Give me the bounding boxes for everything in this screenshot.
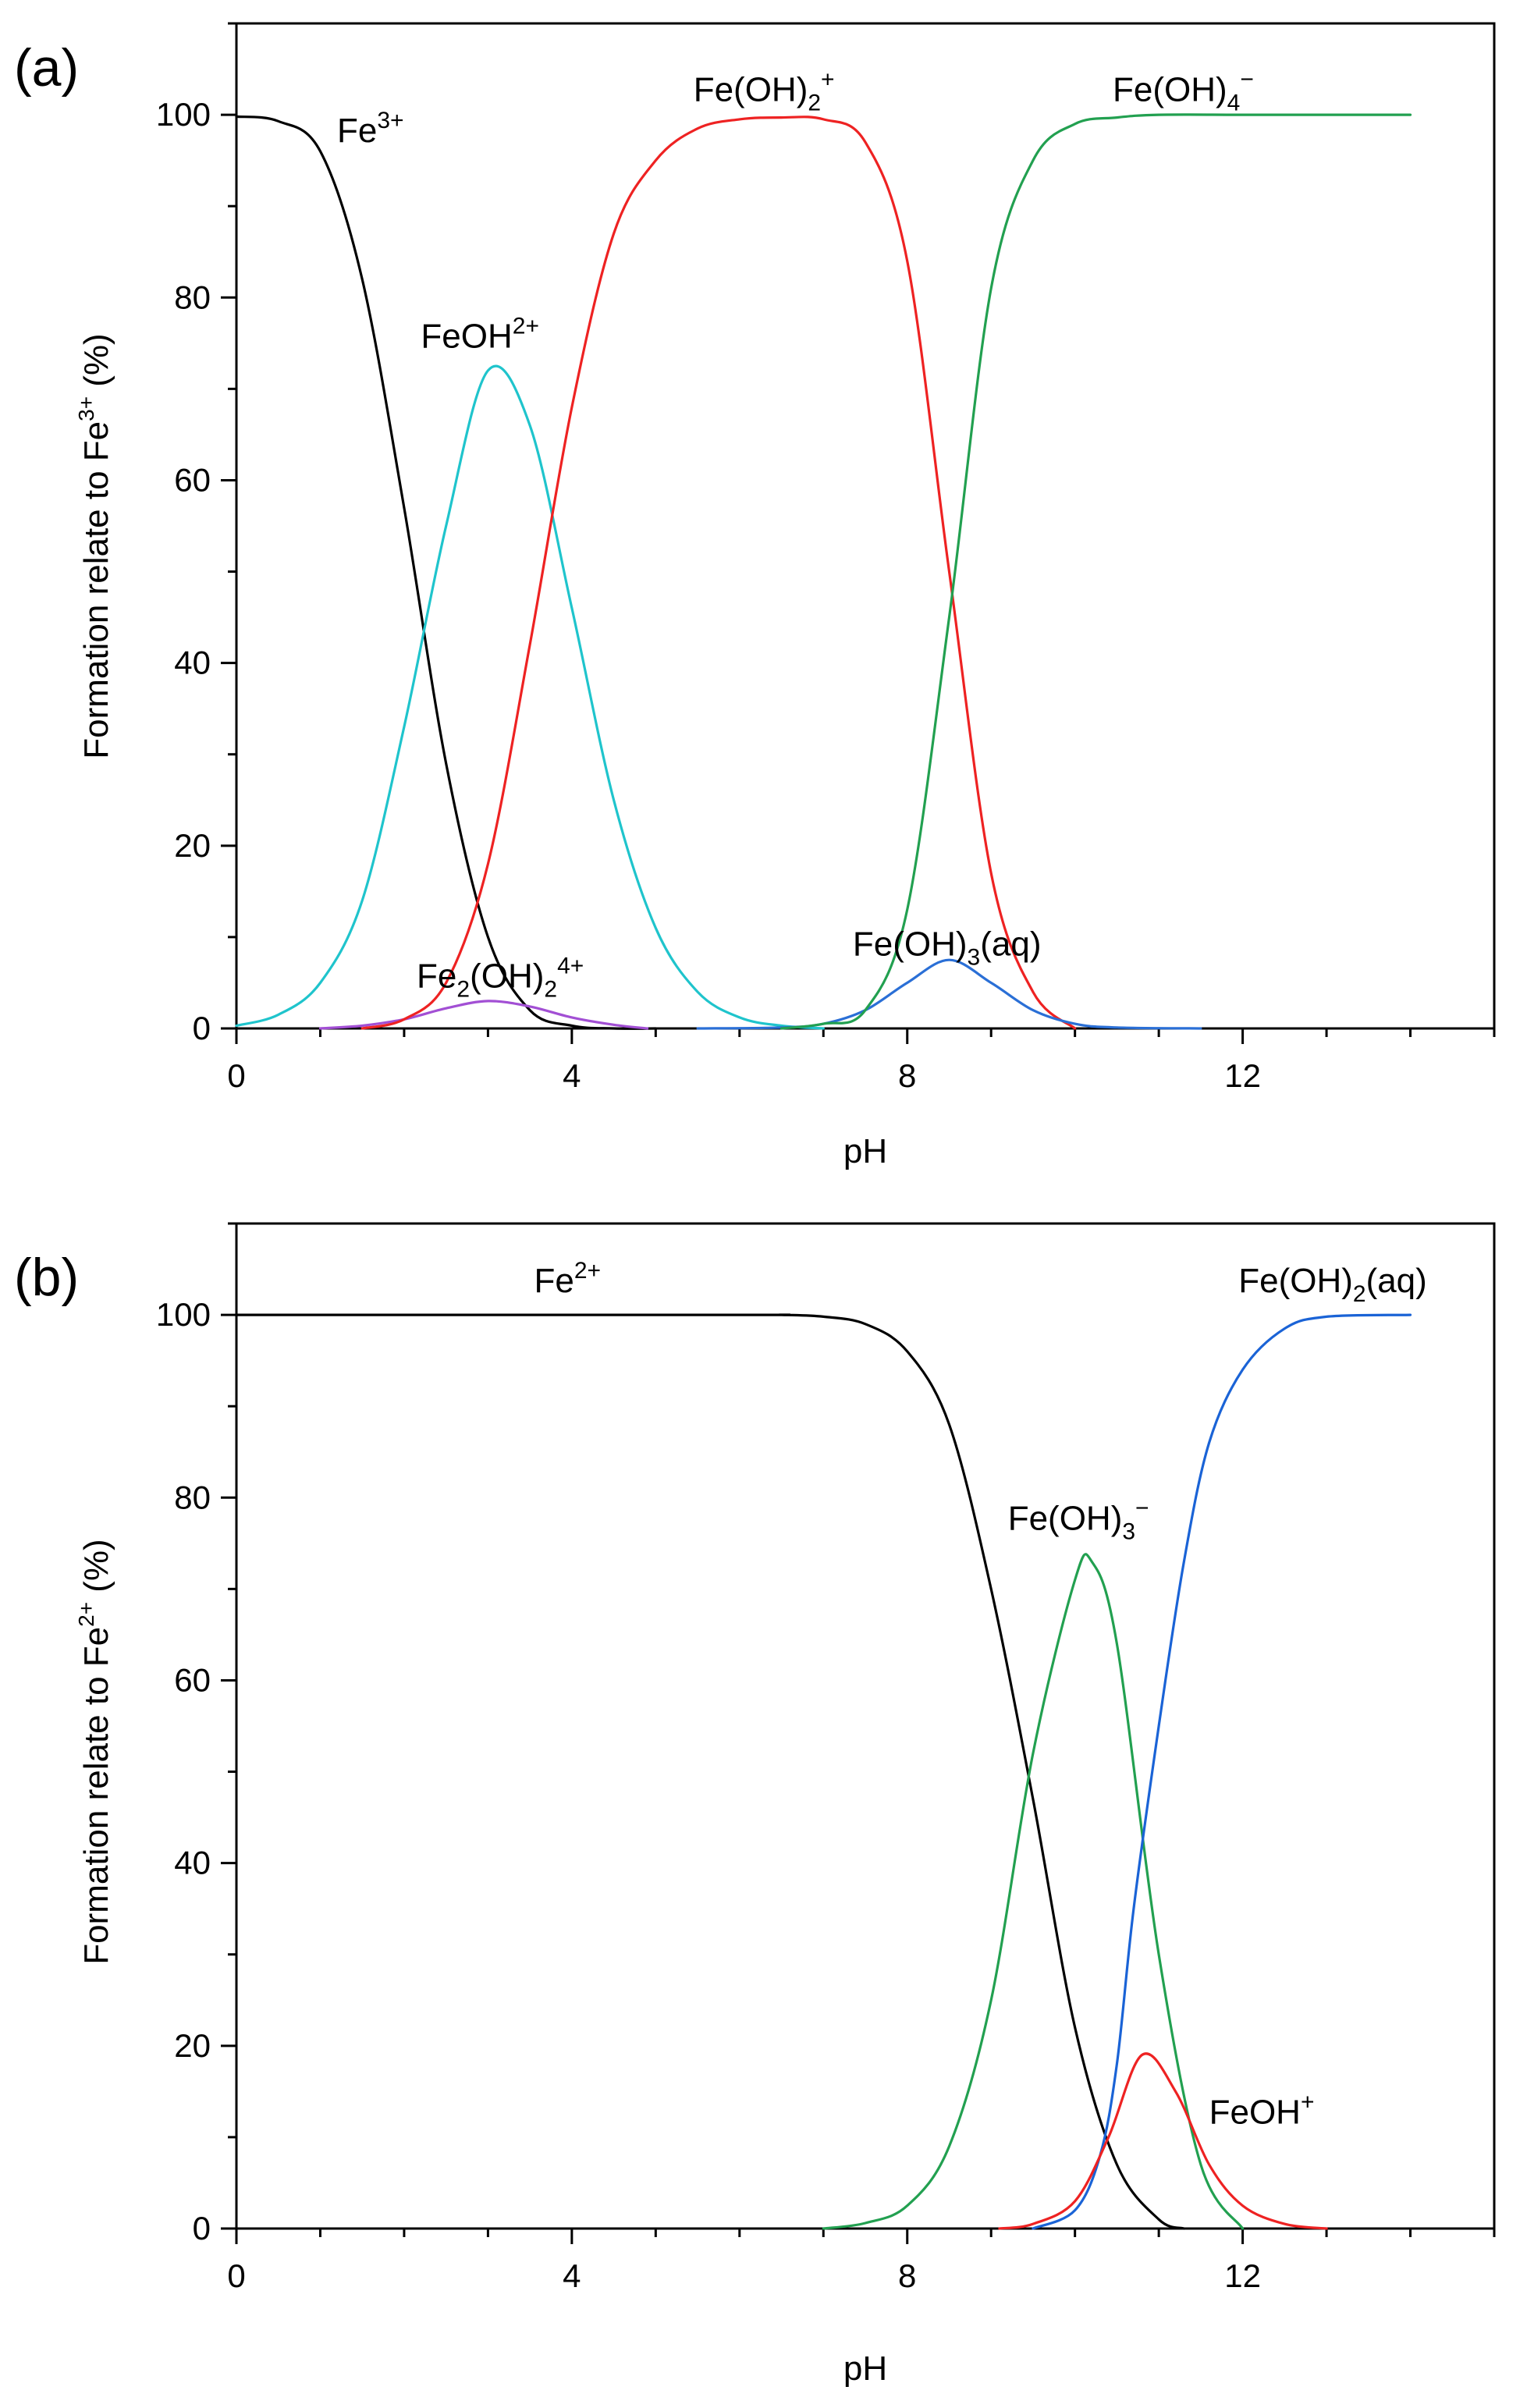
x-tick-label-a: 4 bbox=[563, 1057, 581, 1094]
species-label-fe2: Fe2+ bbox=[534, 1258, 602, 1300]
plot-frame-a bbox=[235, 22, 1496, 1030]
x-axis-label-b: pH bbox=[843, 2349, 887, 2388]
species-label-feoh4: Fe(OH)4− bbox=[1113, 67, 1254, 116]
x-tick-label-b: 8 bbox=[898, 2257, 916, 2294]
x-tick-label-a: 0 bbox=[227, 1057, 245, 1094]
y-axis-label-sup-b: 2+ bbox=[74, 1602, 98, 1627]
y-tick-label-b: 0 bbox=[193, 2210, 211, 2246]
y-axis-label-sup-a: 3+ bbox=[74, 396, 98, 421]
y-tick-label-a: 0 bbox=[193, 1010, 211, 1046]
species-label-feoh2plus: Fe(OH)2+ bbox=[694, 67, 835, 116]
species-label-fe2oh2: Fe2(OH)24+ bbox=[417, 953, 584, 1002]
y-axis-label-a: Formation relate to Fe3+ (%) bbox=[74, 333, 115, 758]
x-tick-label-a: 8 bbox=[898, 1057, 916, 1094]
series-line-a-1 bbox=[235, 364, 825, 1030]
series-line-a-4 bbox=[696, 958, 1202, 1030]
species-label-feoh2aq: Fe(OH)2(aq) bbox=[1238, 1262, 1427, 1307]
x-tick-label-a: 12 bbox=[1224, 1057, 1261, 1094]
series-line-b-0 bbox=[235, 1313, 1185, 2230]
species-label-feoh3minus: Fe(OH)3− bbox=[1008, 1495, 1149, 1544]
y-tick-label-b: 80 bbox=[174, 1479, 211, 1515]
species-label-feohplus: FeOH+ bbox=[1209, 2089, 1315, 2131]
y-tick-label-a: 80 bbox=[174, 279, 211, 315]
y-tick-label-a: 100 bbox=[156, 96, 211, 133]
panel-a: (a) 0 4 8 12 0 20 40 60 80 100 Fe3+ FeOH2+ Fe(OH)2+ F… bbox=[14, 22, 1496, 1170]
y-axis-label-b: Formation relate to Fe2+ (%) bbox=[74, 1539, 115, 1964]
series-line-b-2 bbox=[1032, 1313, 1412, 2230]
y-tick-label-b: 100 bbox=[156, 1296, 211, 1333]
y-tick-label-b: 20 bbox=[174, 2027, 211, 2064]
y-tick-label-a: 60 bbox=[174, 461, 211, 498]
plot-frame-b bbox=[235, 1222, 1496, 2230]
y-tick-label-b: 60 bbox=[174, 1661, 211, 1698]
x-axis-label-a: pH bbox=[843, 1132, 887, 1170]
species-label-fe3: Fe3+ bbox=[337, 108, 404, 150]
plot-area-a: 0 4 8 12 0 20 40 60 80 100 Fe3+ FeOH2+ Fe(OH)2+ Fe(OH… bbox=[156, 22, 1496, 1094]
x-tick-label-b: 0 bbox=[227, 2257, 245, 2294]
series-line-a-0 bbox=[235, 115, 657, 1030]
x-tick-label-b: 12 bbox=[1224, 2257, 1261, 2294]
plot-area-b: 0 4 8 12 0 20 40 60 80 100 Fe2+ Fe(OH)2(aq) Fe(OH)3−… bbox=[156, 1222, 1496, 2294]
y-tick-label-a: 40 bbox=[174, 645, 211, 681]
y-axis-label-main-a: Formation relate to Fe bbox=[77, 421, 115, 759]
y-axis-label-main-b: Formation relate to Fe bbox=[77, 1627, 115, 1965]
species-label-feoh3aq: Fe(OH)3(aq) bbox=[853, 925, 1042, 970]
y-tick-label-a: 20 bbox=[174, 827, 211, 864]
panel-label-b: (b) bbox=[14, 1248, 79, 1307]
series-line-b-1 bbox=[822, 1553, 1245, 2230]
series-line-a-2 bbox=[318, 1000, 649, 1030]
x-tick-label-b: 4 bbox=[563, 2257, 581, 2294]
series-line-a-5 bbox=[779, 113, 1412, 1030]
panel-label-a: (a) bbox=[14, 38, 79, 98]
series-line-a-3 bbox=[360, 115, 1077, 1030]
series-line-b-3 bbox=[998, 2052, 1328, 2230]
y-axis-label-tail-a: (%) bbox=[77, 333, 115, 396]
species-label-feoh2: FeOH2+ bbox=[421, 314, 539, 356]
y-axis-label-tail-b: (%) bbox=[77, 1539, 115, 1602]
y-tick-label-b: 40 bbox=[174, 1845, 211, 1881]
panel-b: (b) 0 4 8 12 0 20 40 60 80 100 Fe2+ Fe(OH)2(aq) Fe(O… bbox=[14, 1222, 1496, 2388]
